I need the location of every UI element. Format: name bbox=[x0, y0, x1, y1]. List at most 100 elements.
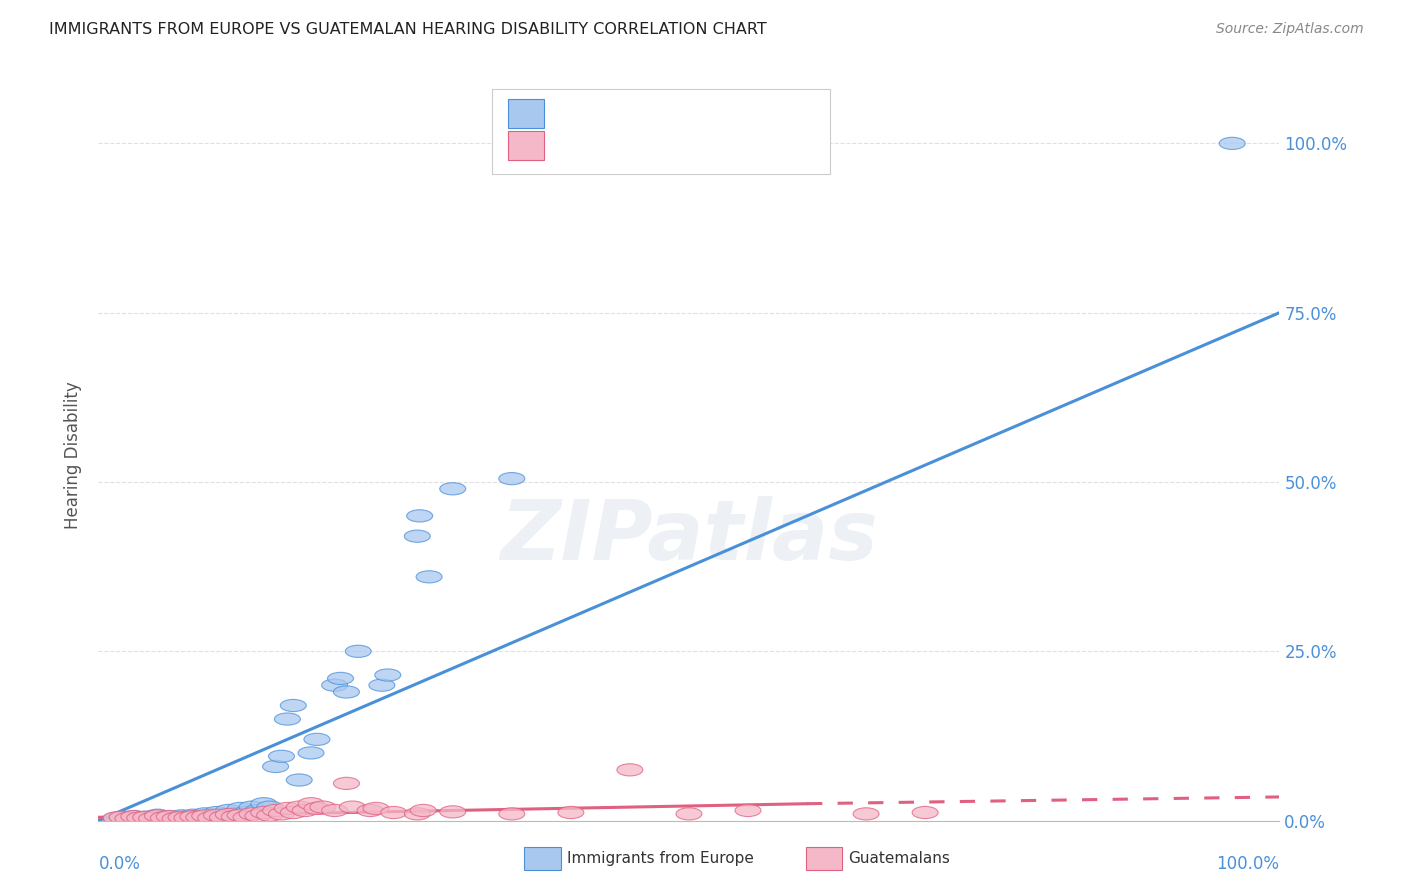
Ellipse shape bbox=[245, 810, 271, 822]
Ellipse shape bbox=[287, 774, 312, 786]
Ellipse shape bbox=[440, 483, 465, 495]
Ellipse shape bbox=[139, 813, 165, 825]
Ellipse shape bbox=[912, 806, 938, 819]
Ellipse shape bbox=[156, 811, 183, 822]
Ellipse shape bbox=[191, 810, 218, 822]
Ellipse shape bbox=[132, 811, 159, 823]
Ellipse shape bbox=[416, 571, 441, 583]
Ellipse shape bbox=[333, 686, 360, 698]
Ellipse shape bbox=[411, 805, 436, 816]
Ellipse shape bbox=[346, 645, 371, 657]
Ellipse shape bbox=[180, 811, 205, 822]
Ellipse shape bbox=[405, 530, 430, 542]
Ellipse shape bbox=[127, 812, 153, 824]
Ellipse shape bbox=[292, 805, 318, 816]
Ellipse shape bbox=[103, 812, 129, 824]
Ellipse shape bbox=[228, 809, 253, 822]
Ellipse shape bbox=[121, 811, 146, 822]
Ellipse shape bbox=[204, 809, 229, 822]
Ellipse shape bbox=[127, 813, 153, 825]
Ellipse shape bbox=[257, 809, 283, 822]
Ellipse shape bbox=[250, 797, 277, 810]
Ellipse shape bbox=[186, 811, 212, 822]
Text: 0.0%: 0.0% bbox=[98, 855, 141, 872]
Ellipse shape bbox=[221, 808, 247, 820]
Ellipse shape bbox=[145, 810, 170, 822]
Ellipse shape bbox=[280, 699, 307, 712]
Ellipse shape bbox=[368, 679, 395, 691]
Text: R =: R = bbox=[553, 104, 589, 122]
Ellipse shape bbox=[274, 803, 301, 814]
Ellipse shape bbox=[363, 803, 389, 814]
Ellipse shape bbox=[676, 808, 702, 820]
Ellipse shape bbox=[233, 806, 259, 819]
Ellipse shape bbox=[139, 812, 165, 824]
Ellipse shape bbox=[239, 801, 264, 814]
Ellipse shape bbox=[132, 811, 159, 823]
Ellipse shape bbox=[198, 812, 224, 824]
Ellipse shape bbox=[309, 801, 336, 814]
Ellipse shape bbox=[405, 808, 430, 820]
Ellipse shape bbox=[174, 811, 200, 823]
Y-axis label: Hearing Disability: Hearing Disability bbox=[65, 381, 83, 529]
Ellipse shape bbox=[145, 809, 170, 822]
Ellipse shape bbox=[150, 811, 176, 823]
Ellipse shape bbox=[735, 805, 761, 816]
Ellipse shape bbox=[357, 805, 382, 816]
Ellipse shape bbox=[322, 805, 347, 816]
Ellipse shape bbox=[191, 808, 218, 820]
Text: Guatemalans: Guatemalans bbox=[848, 851, 949, 865]
Ellipse shape bbox=[298, 797, 323, 810]
Ellipse shape bbox=[221, 811, 247, 822]
Ellipse shape bbox=[209, 811, 235, 823]
Ellipse shape bbox=[215, 808, 242, 821]
Text: N =: N = bbox=[676, 136, 713, 154]
Ellipse shape bbox=[499, 473, 524, 484]
Ellipse shape bbox=[169, 810, 194, 822]
Text: N =: N = bbox=[676, 104, 713, 122]
Ellipse shape bbox=[110, 811, 135, 823]
Ellipse shape bbox=[239, 808, 264, 820]
Text: 0.827: 0.827 bbox=[598, 103, 659, 123]
Ellipse shape bbox=[110, 811, 135, 823]
Ellipse shape bbox=[198, 810, 224, 822]
Ellipse shape bbox=[375, 669, 401, 681]
Ellipse shape bbox=[162, 813, 188, 825]
Text: IMMIGRANTS FROM EUROPE VS GUATEMALAN HEARING DISABILITY CORRELATION CHART: IMMIGRANTS FROM EUROPE VS GUATEMALAN HEA… bbox=[49, 22, 766, 37]
Ellipse shape bbox=[115, 812, 141, 824]
Ellipse shape bbox=[233, 811, 259, 823]
Text: R =: R = bbox=[553, 136, 589, 154]
Ellipse shape bbox=[215, 805, 242, 816]
Ellipse shape bbox=[440, 805, 465, 818]
Ellipse shape bbox=[381, 806, 406, 819]
Ellipse shape bbox=[269, 808, 294, 820]
Ellipse shape bbox=[304, 803, 330, 814]
Text: ZIPatlas: ZIPatlas bbox=[501, 496, 877, 577]
Ellipse shape bbox=[558, 806, 583, 819]
Ellipse shape bbox=[280, 806, 307, 819]
Ellipse shape bbox=[853, 808, 879, 820]
Ellipse shape bbox=[499, 808, 524, 820]
Text: 71: 71 bbox=[721, 136, 748, 155]
Ellipse shape bbox=[228, 803, 253, 814]
Ellipse shape bbox=[156, 811, 183, 822]
Text: Source: ZipAtlas.com: Source: ZipAtlas.com bbox=[1216, 22, 1364, 37]
Ellipse shape bbox=[103, 813, 129, 825]
Ellipse shape bbox=[209, 809, 235, 822]
Ellipse shape bbox=[269, 750, 294, 763]
Ellipse shape bbox=[180, 809, 205, 822]
Ellipse shape bbox=[250, 806, 277, 819]
Ellipse shape bbox=[150, 812, 176, 824]
Ellipse shape bbox=[617, 764, 643, 776]
Ellipse shape bbox=[169, 811, 194, 823]
Ellipse shape bbox=[304, 733, 330, 746]
Ellipse shape bbox=[322, 679, 347, 691]
Ellipse shape bbox=[115, 813, 141, 825]
Text: 0.181: 0.181 bbox=[598, 136, 659, 155]
Text: 69: 69 bbox=[721, 103, 748, 123]
Ellipse shape bbox=[204, 806, 229, 819]
Ellipse shape bbox=[1219, 137, 1246, 150]
Ellipse shape bbox=[333, 777, 360, 789]
Ellipse shape bbox=[245, 805, 271, 816]
Ellipse shape bbox=[121, 811, 146, 822]
